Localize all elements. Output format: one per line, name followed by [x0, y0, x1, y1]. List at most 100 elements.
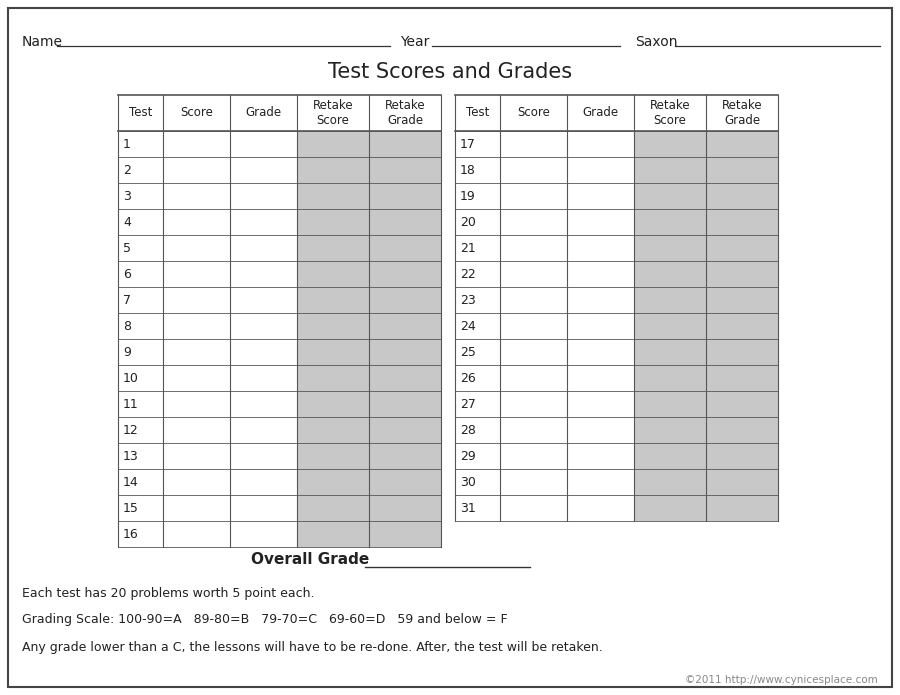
Bar	[118, 495, 163, 521]
Bar	[369, 495, 441, 521]
Bar	[500, 443, 567, 469]
Text: Each test has 20 problems worth 5 point each.: Each test has 20 problems worth 5 point …	[22, 587, 314, 600]
Bar	[163, 365, 230, 391]
Text: Retake
Score: Retake Score	[650, 99, 690, 127]
Bar	[163, 521, 230, 547]
Bar	[163, 443, 230, 469]
Bar	[230, 339, 297, 365]
Bar	[567, 313, 634, 339]
Bar	[118, 313, 163, 339]
Text: 23: 23	[460, 293, 476, 306]
Bar	[297, 157, 369, 183]
Bar	[297, 495, 369, 521]
Bar	[230, 417, 297, 443]
Text: 31: 31	[460, 502, 476, 514]
Bar	[230, 391, 297, 417]
Bar	[455, 443, 500, 469]
Bar	[706, 469, 778, 495]
Text: Grade: Grade	[246, 106, 282, 120]
Bar	[634, 157, 706, 183]
Bar	[297, 365, 369, 391]
Bar	[369, 443, 441, 469]
Bar	[230, 157, 297, 183]
Bar	[634, 469, 706, 495]
Bar	[455, 365, 500, 391]
Text: 22: 22	[460, 268, 476, 281]
Bar	[369, 391, 441, 417]
Bar	[163, 157, 230, 183]
Bar	[706, 235, 778, 261]
Bar	[455, 157, 500, 183]
Bar	[567, 443, 634, 469]
Text: Overall Grade: Overall Grade	[251, 553, 369, 568]
Bar	[455, 417, 500, 443]
Text: 28: 28	[460, 423, 476, 436]
Bar	[230, 261, 297, 287]
Bar	[369, 287, 441, 313]
Bar	[230, 287, 297, 313]
Bar	[118, 157, 163, 183]
Text: 4: 4	[123, 215, 130, 229]
Bar	[634, 235, 706, 261]
Bar	[455, 131, 500, 157]
Bar	[706, 339, 778, 365]
Text: Score: Score	[518, 106, 550, 120]
Bar	[118, 417, 163, 443]
Bar	[118, 469, 163, 495]
Bar	[297, 209, 369, 235]
Text: Score: Score	[180, 106, 213, 120]
Bar	[369, 261, 441, 287]
Bar	[500, 157, 567, 183]
Bar	[230, 365, 297, 391]
Bar	[455, 287, 500, 313]
Bar	[118, 521, 163, 547]
Text: 3: 3	[123, 190, 130, 202]
Text: 7: 7	[123, 293, 131, 306]
Bar	[230, 209, 297, 235]
Bar	[369, 521, 441, 547]
Bar	[297, 95, 369, 131]
Bar	[163, 209, 230, 235]
Bar	[163, 131, 230, 157]
Bar	[500, 313, 567, 339]
Bar	[118, 261, 163, 287]
Bar	[369, 417, 441, 443]
Bar	[118, 95, 163, 131]
Text: 20: 20	[460, 215, 476, 229]
Bar	[634, 391, 706, 417]
Bar	[634, 495, 706, 521]
Text: Retake
Score: Retake Score	[312, 99, 354, 127]
Text: Grading Scale: 100-90=A   89-80=B   79-70=C   69-60=D   59 and below = F: Grading Scale: 100-90=A 89-80=B 79-70=C …	[22, 614, 508, 626]
Bar	[706, 287, 778, 313]
Bar	[297, 443, 369, 469]
Bar	[455, 261, 500, 287]
Bar	[706, 157, 778, 183]
Bar	[567, 131, 634, 157]
Bar	[297, 261, 369, 287]
Bar	[500, 417, 567, 443]
Bar	[567, 365, 634, 391]
Text: 8: 8	[123, 320, 131, 332]
Text: Year: Year	[400, 35, 429, 49]
Bar	[230, 443, 297, 469]
Bar	[706, 391, 778, 417]
Bar	[567, 469, 634, 495]
Bar	[634, 95, 706, 131]
Bar	[369, 183, 441, 209]
Bar	[369, 157, 441, 183]
Bar	[118, 131, 163, 157]
Bar	[567, 287, 634, 313]
Bar	[369, 95, 441, 131]
Bar	[163, 95, 230, 131]
Bar	[500, 209, 567, 235]
Bar	[706, 443, 778, 469]
Bar	[634, 131, 706, 157]
Text: Test Scores and Grades: Test Scores and Grades	[328, 62, 572, 82]
Bar	[634, 261, 706, 287]
Bar	[706, 313, 778, 339]
Bar	[500, 391, 567, 417]
Text: Test: Test	[129, 106, 152, 120]
Bar	[455, 339, 500, 365]
Bar	[706, 365, 778, 391]
Text: Grade: Grade	[582, 106, 618, 120]
